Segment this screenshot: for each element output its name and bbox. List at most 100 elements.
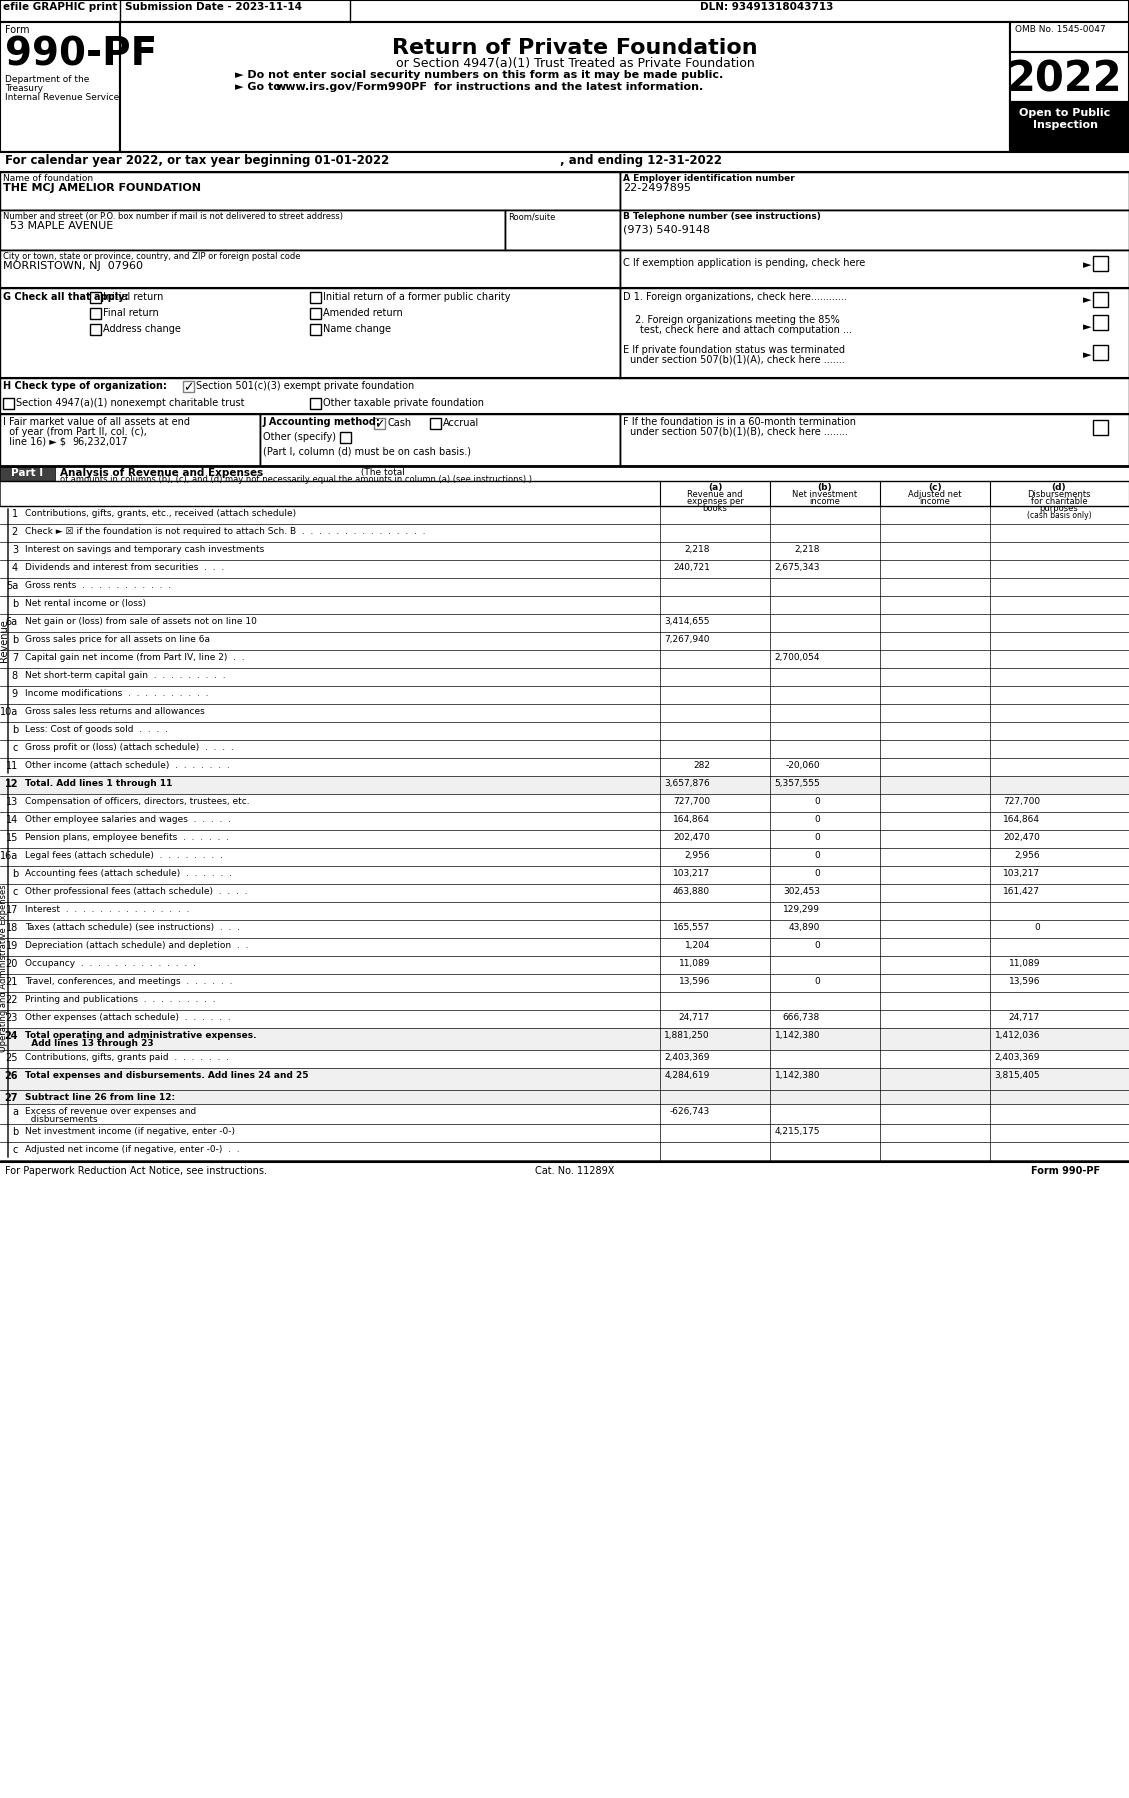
Text: 0: 0: [814, 868, 820, 877]
Text: c: c: [12, 1145, 18, 1154]
Text: Total operating and administrative expenses.: Total operating and administrative expen…: [25, 1030, 256, 1039]
Text: 96,232,017: 96,232,017: [72, 437, 128, 448]
Text: 7: 7: [11, 653, 18, 663]
Text: E If private foundation status was terminated: E If private foundation status was termi…: [623, 345, 844, 354]
Text: Open to Public: Open to Public: [1019, 108, 1111, 119]
Text: Final return: Final return: [103, 307, 159, 318]
Text: 18: 18: [6, 922, 18, 933]
Text: Gross sales price for all assets on line 6a: Gross sales price for all assets on line…: [25, 635, 210, 644]
Bar: [0, 414, 260, 466]
Text: Room/suite: Room/suite: [508, 212, 555, 221]
Text: 129,299: 129,299: [784, 904, 820, 913]
Text: Add lines 13 through 23: Add lines 13 through 23: [25, 1039, 154, 1048]
Text: 11,089: 11,089: [679, 958, 710, 967]
Bar: [620, 288, 1129, 378]
Bar: [620, 414, 1129, 466]
Text: 0: 0: [814, 797, 820, 806]
Text: Dividends and interest from securities  .  .  .: Dividends and interest from securities .…: [25, 563, 225, 572]
Text: 165,557: 165,557: [673, 922, 710, 931]
Text: ► Go to: ► Go to: [235, 83, 285, 92]
Bar: [620, 250, 1129, 288]
Text: 3,414,655: 3,414,655: [665, 617, 710, 626]
Text: 2,956: 2,956: [1014, 850, 1040, 859]
Text: 302,453: 302,453: [784, 886, 820, 895]
Bar: [620, 173, 1129, 210]
Text: Pension plans, employee benefits  .  .  .  .  .  .: Pension plans, employee benefits . . . .…: [25, 832, 229, 841]
Text: a: a: [12, 1108, 18, 1117]
Text: 2: 2: [11, 527, 18, 538]
Bar: [310, 397, 321, 408]
Text: 1,881,250: 1,881,250: [664, 1030, 710, 1039]
Text: Interest  .  .  .  .  .  .  .  .  .  .  .  .  .  .  .: Interest . . . . . . . . . . . . . . .: [25, 904, 190, 913]
Bar: [505, 210, 620, 250]
Text: F If the foundation is in a 60-month termination: F If the foundation is in a 60-month ter…: [623, 417, 856, 426]
Text: Contributions, gifts, grants paid  .  .  .  .  .  .  .: Contributions, gifts, grants paid . . . …: [25, 1054, 229, 1063]
Text: 25: 25: [6, 1054, 18, 1063]
Text: 0: 0: [814, 976, 820, 985]
Bar: [120, 22, 1010, 153]
Bar: [620, 210, 1129, 250]
Bar: [0, 173, 620, 210]
Text: Depreciation (attach schedule) and depletion  .  .: Depreciation (attach schedule) and deple…: [25, 940, 248, 949]
Text: Net rental income or (loss): Net rental income or (loss): [25, 599, 146, 608]
Text: J Accounting method:: J Accounting method:: [263, 417, 380, 426]
Text: b: b: [11, 635, 18, 645]
Text: ✓: ✓: [374, 417, 385, 432]
Text: www.irs.gov/Form990PF: www.irs.gov/Form990PF: [275, 83, 428, 92]
Bar: [0, 378, 1129, 414]
Text: Other income (attach schedule)  .  .  .  .  .  .  .: Other income (attach schedule) . . . . .…: [25, 761, 229, 770]
Bar: [0, 210, 505, 250]
Text: Total. Add lines 1 through 11: Total. Add lines 1 through 11: [25, 779, 173, 788]
Text: 13,596: 13,596: [679, 976, 710, 985]
Text: 7,267,940: 7,267,940: [665, 635, 710, 644]
Text: 2,218: 2,218: [684, 545, 710, 554]
Text: Check ► ☒ if the foundation is not required to attach Sch. B  .  .  .  .  .  .  : Check ► ☒ if the foundation is not requi…: [25, 527, 426, 536]
Bar: [1010, 102, 1129, 153]
Text: Number and street (or P.O. box number if mail is not delivered to street address: Number and street (or P.O. box number if…: [3, 212, 343, 221]
Text: Printing and publications  .  .  .  .  .  .  .  .  .: Printing and publications . . . . . . . …: [25, 994, 216, 1003]
Text: disbursements: disbursements: [25, 1115, 97, 1124]
Text: 2,403,369: 2,403,369: [995, 1054, 1040, 1063]
Text: ► Do not enter social security numbers on this form as it may be made public.: ► Do not enter social security numbers o…: [235, 70, 724, 79]
Text: Interest on savings and temporary cash investments: Interest on savings and temporary cash i…: [25, 545, 264, 554]
Text: books: books: [702, 503, 727, 512]
Bar: [990, 482, 1129, 505]
Bar: [0, 1068, 1129, 1090]
Text: Return of Private Foundation: Return of Private Foundation: [392, 38, 758, 58]
Text: G Check all that apply:: G Check all that apply:: [3, 291, 129, 302]
Text: Compensation of officers, directors, trustees, etc.: Compensation of officers, directors, tru…: [25, 797, 250, 806]
Text: 43,890: 43,890: [789, 922, 820, 931]
Bar: [90, 291, 100, 304]
Text: Accounting fees (attach schedule)  .  .  .  .  .  .: Accounting fees (attach schedule) . . . …: [25, 868, 231, 877]
Text: 202,470: 202,470: [673, 832, 710, 841]
Text: For calendar year 2022, or tax year beginning 01-01-2022: For calendar year 2022, or tax year begi…: [5, 155, 390, 167]
Bar: [1093, 315, 1108, 331]
Text: 3,657,876: 3,657,876: [664, 779, 710, 788]
Text: 5,357,555: 5,357,555: [774, 779, 820, 788]
Text: Gross sales less returns and allowances: Gross sales less returns and allowances: [25, 707, 204, 716]
Text: 15: 15: [6, 832, 18, 843]
Text: Capital gain net income (from Part IV, line 2)  .  .: Capital gain net income (from Part IV, l…: [25, 653, 245, 662]
Text: Other employee salaries and wages  .  .  .  .  .: Other employee salaries and wages . . . …: [25, 814, 231, 823]
Text: 0: 0: [814, 850, 820, 859]
Text: Total expenses and disbursements. Add lines 24 and 25: Total expenses and disbursements. Add li…: [25, 1072, 308, 1081]
Text: 161,427: 161,427: [1003, 886, 1040, 895]
Text: c: c: [12, 886, 18, 897]
Text: Disbursements: Disbursements: [1027, 491, 1091, 500]
Text: Other taxable private foundation: Other taxable private foundation: [323, 397, 484, 408]
Text: 2. Foreign organizations meeting the 85%: 2. Foreign organizations meeting the 85%: [634, 315, 840, 325]
Bar: [0, 777, 1129, 795]
Text: 1,412,036: 1,412,036: [995, 1030, 1040, 1039]
Text: 12: 12: [5, 779, 18, 789]
Text: 1,142,380: 1,142,380: [774, 1030, 820, 1039]
Text: Gross profit or (loss) (attach schedule)  .  .  .  .: Gross profit or (loss) (attach schedule)…: [25, 743, 234, 752]
Text: 16a: 16a: [0, 850, 18, 861]
Bar: [374, 417, 385, 430]
Text: 2,218: 2,218: [795, 545, 820, 554]
Text: Gross rents  .  .  .  .  .  .  .  .  .  .  .: Gross rents . . . . . . . . . . .: [25, 581, 172, 590]
Text: 3,815,405: 3,815,405: [995, 1072, 1040, 1081]
Text: , and ending 12-31-2022: , and ending 12-31-2022: [560, 155, 723, 167]
Text: 20: 20: [6, 958, 18, 969]
Text: for charitable: for charitable: [1031, 496, 1087, 505]
Text: Other expenses (attach schedule)  .  .  .  .  .  .: Other expenses (attach schedule) . . . .…: [25, 1012, 230, 1021]
